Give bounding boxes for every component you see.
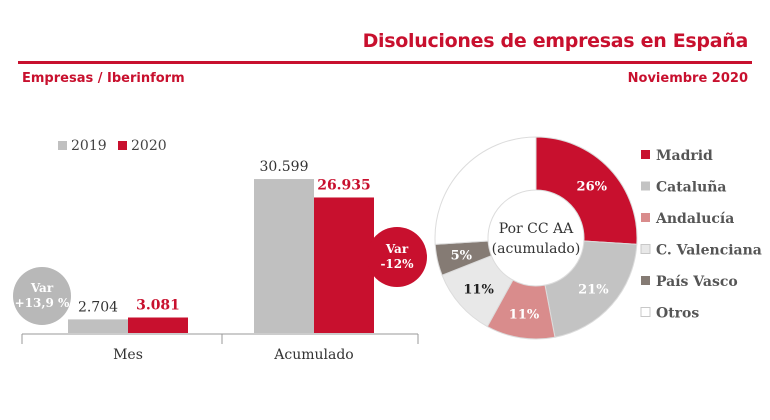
pie-legend-swatch-catalu-a	[641, 181, 650, 191]
bar-acumulado-2020	[314, 197, 374, 333]
pie-legend-swatch-andaluc-a	[641, 213, 650, 222]
var-bubble-mes	[13, 267, 71, 325]
bar-acumulado-2019	[254, 179, 314, 333]
pie-legend-label-pa-s-vasco: País Vasco	[656, 274, 738, 290]
bar-value-label-acumulado-2019: 30.599	[260, 159, 309, 175]
var-bubble-line1-mes: Var	[30, 281, 54, 295]
bar-value-label-mes-2020: 3.081	[136, 297, 180, 313]
var-bubble-line2-acumulado: -12%	[380, 257, 414, 271]
page-title: Disoluciones de empresas en España	[362, 30, 749, 52]
chart-subtitle: Empresas / Iberinform	[22, 71, 185, 86]
bar-mes-2020	[128, 317, 188, 333]
pie-slice-catalu-a	[544, 240, 638, 338]
pie-center-label-line1: Por CC AA	[499, 221, 574, 237]
pie-slice-label-pa-s-vasco: 5%	[451, 249, 473, 264]
var-bubble-line2-mes: +13,9 %	[15, 296, 70, 310]
legend-swatch-2020	[118, 141, 127, 150]
pie-legend-label-madrid: Madrid	[656, 148, 713, 164]
var-bubble-line1-acumulado: Var	[385, 242, 409, 256]
legend-label-2019: 2019	[71, 138, 107, 154]
pie-slice-label-madrid: 26%	[577, 180, 608, 195]
pie-legend-swatch-otros	[640, 307, 651, 317]
pie-slice-label-andaluc-a: 11%	[509, 308, 540, 323]
bar-value-label-acumulado-2020: 26.935	[317, 177, 371, 193]
legend-label-2020: 2020	[131, 138, 167, 154]
title-rule	[18, 61, 752, 64]
bar-value-label-mes-2019: 2.704	[78, 299, 118, 315]
pie-legend-label-andaluc-a: Andalucía	[655, 211, 734, 227]
pie-slice-madrid	[535, 136, 638, 245]
x-tick-label-acumulado: Acumulado	[273, 347, 353, 363]
pie-legend-swatch-c-valenciana	[640, 244, 651, 254]
bar-mes-2019	[68, 319, 128, 333]
pie-legend-swatch-pa-s-vasco	[641, 276, 650, 285]
pie-legend-label-c-valenciana: C. Valenciana	[656, 243, 762, 259]
var-bubble-acumulado	[367, 227, 427, 287]
pie-slice-label-c-valenciana: 11%	[463, 283, 494, 298]
pie-slice-label-catalu-a: 21%	[578, 283, 609, 298]
pie-legend-label-otros: Otros	[656, 306, 699, 322]
chart-date: Noviembre 2020	[627, 71, 748, 86]
pie-legend-swatch-madrid	[641, 150, 650, 159]
x-tick-label-mes: Mes	[113, 347, 143, 363]
legend-swatch-2019	[58, 141, 67, 150]
pie-center-label-line2: (acumulado)	[492, 241, 581, 257]
pie-slice-otros	[434, 136, 537, 245]
pie-legend-label-catalu-a: Cataluña	[656, 179, 727, 196]
